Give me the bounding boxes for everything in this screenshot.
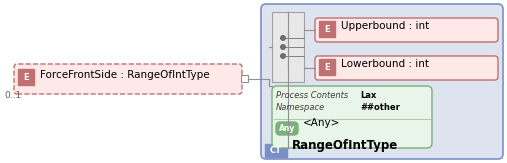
Bar: [319, 59, 335, 75]
Text: 0..1: 0..1: [4, 91, 21, 101]
Bar: [18, 69, 34, 85]
Text: Lax: Lax: [360, 91, 376, 101]
Circle shape: [280, 36, 285, 40]
Bar: [265, 144, 287, 157]
Bar: [241, 75, 248, 82]
Bar: [272, 12, 304, 82]
Text: Any: Any: [279, 124, 295, 133]
Bar: [319, 21, 335, 37]
Circle shape: [280, 53, 285, 59]
Text: E: E: [324, 62, 330, 72]
Text: ##other: ##other: [360, 104, 400, 112]
FancyBboxPatch shape: [272, 86, 432, 148]
Text: RangeOfIntType: RangeOfIntType: [292, 139, 399, 151]
Circle shape: [280, 44, 285, 50]
Text: <Any>: <Any>: [303, 118, 340, 128]
FancyBboxPatch shape: [261, 4, 503, 159]
Text: Process Contents: Process Contents: [276, 91, 348, 101]
Text: ForceFrontSide : RangeOfIntType: ForceFrontSide : RangeOfIntType: [40, 70, 209, 80]
FancyBboxPatch shape: [276, 122, 298, 135]
FancyBboxPatch shape: [14, 64, 242, 94]
FancyBboxPatch shape: [315, 56, 498, 80]
FancyBboxPatch shape: [315, 18, 498, 42]
Text: Namespace: Namespace: [276, 104, 325, 112]
Text: E: E: [324, 24, 330, 34]
Text: E: E: [23, 73, 29, 82]
Text: CT: CT: [270, 146, 282, 155]
Text: Upperbound : int: Upperbound : int: [341, 21, 429, 31]
Text: Lowerbound : int: Lowerbound : int: [341, 59, 429, 69]
